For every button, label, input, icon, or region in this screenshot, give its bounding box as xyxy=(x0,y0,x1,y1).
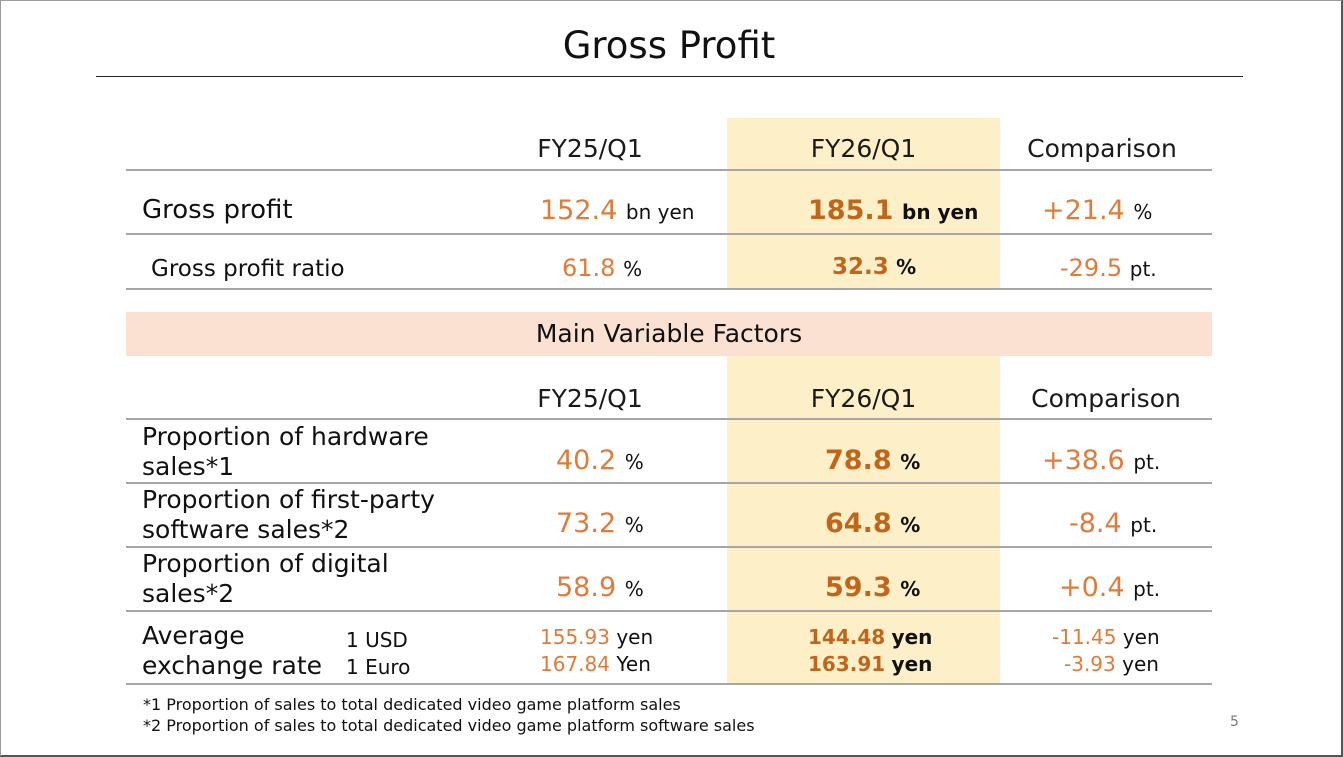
gross-profit-fy26-value: 185.1 xyxy=(808,195,894,226)
hardware-cmp-value: +38.6 xyxy=(1042,445,1125,476)
top-header-fy26: FY26/Q1 xyxy=(810,134,917,163)
first-party-fy26-unit: % xyxy=(900,513,921,537)
digital-fy26: 59.3 % xyxy=(825,572,920,603)
gross-profit-label: Gross profit xyxy=(142,195,293,225)
factors-header-fy25: FY25/Q1 xyxy=(537,384,643,413)
hardware-fy25-unit: % xyxy=(624,450,644,474)
gross-profit-cmp-unit: % xyxy=(1133,200,1153,224)
gross-profit-ratio-fy25: 61.8 % xyxy=(562,254,642,282)
gross-profit-fy25: 152.4 bn yen xyxy=(540,195,694,226)
usd-cmp-unit: yen xyxy=(1122,625,1160,649)
ratio-fy25-value: 61.8 xyxy=(562,254,616,282)
row-divider xyxy=(126,233,1212,235)
usd-fy25-value: 155.93 xyxy=(540,625,610,649)
usd-comparison: -11.45 yen xyxy=(1052,625,1160,649)
usd-fy25: 155.93 yen xyxy=(540,625,653,649)
digital-fy25: 58.9 % xyxy=(556,572,644,603)
first-party-fy25: 73.2 % xyxy=(556,508,644,539)
digital-fy25-unit: % xyxy=(624,577,644,601)
footnote-2: *2 Proportion of sales to total dedicate… xyxy=(143,716,755,735)
first-party-fy26-value: 64.8 xyxy=(825,508,892,539)
factors-table-bottom-rule xyxy=(126,683,1212,685)
digital-label-line2: sales*2 xyxy=(142,579,235,608)
first-party-fy25-unit: % xyxy=(624,513,644,537)
exchange-label-line1: Average xyxy=(142,621,245,650)
factors-table-rule xyxy=(126,418,1212,420)
fy26-highlight-factors xyxy=(727,356,1000,684)
euro-fy25-value: 167.84 xyxy=(540,652,610,676)
hardware-fy25-value: 40.2 xyxy=(556,445,617,476)
usd-fy26-value: 144.48 xyxy=(808,625,886,649)
top-table-bottom-rule xyxy=(126,288,1212,290)
section-band xyxy=(126,312,1212,356)
euro-fy26: 163.91 yen xyxy=(808,652,932,676)
first-party-label-line2: software sales*2 xyxy=(142,515,350,544)
ratio-cmp-value: -29.5 xyxy=(1060,254,1123,282)
top-header-fy25: FY25/Q1 xyxy=(537,134,643,163)
factors-header-comparison: Comparison xyxy=(1031,384,1181,413)
exchange-label-line2: exchange rate xyxy=(142,651,323,680)
digital-label-line1: Proportion of digital xyxy=(142,549,389,578)
gross-profit-fy26: 185.1 bn yen xyxy=(808,195,978,226)
hardware-fy25: 40.2 % xyxy=(556,445,644,476)
hardware-fy26: 78.8 % xyxy=(825,445,920,476)
euro-comparison: -3.93 yen xyxy=(1064,652,1159,676)
slide-title: Gross Profit xyxy=(562,24,776,67)
row-divider xyxy=(126,546,1212,548)
first-party-fy25-value: 73.2 xyxy=(556,508,617,539)
row-divider xyxy=(126,610,1212,612)
first-party-comparison: -8.4 pt. xyxy=(1069,508,1157,539)
first-party-fy26: 64.8 % xyxy=(825,508,920,539)
factors-header-fy26: FY26/Q1 xyxy=(810,384,917,413)
digital-fy26-value: 59.3 xyxy=(825,572,892,603)
euro-cmp-value: -3.93 xyxy=(1064,652,1116,676)
ratio-fy26-value: 32.3 xyxy=(832,254,889,280)
first-party-label-line1: Proportion of first-party xyxy=(142,485,435,514)
euro-label: 1 Euro xyxy=(346,655,411,679)
digital-comparison: +0.4 pt. xyxy=(1059,572,1160,603)
euro-fy26-value: 163.91 xyxy=(808,652,886,676)
gross-profit-cmp-value: +21.4 xyxy=(1042,195,1125,226)
title-underline xyxy=(96,76,1243,77)
euro-fy25-unit: Yen xyxy=(616,652,651,676)
usd-label: 1 USD xyxy=(346,628,408,652)
euro-fy26-unit: yen xyxy=(891,652,933,676)
hardware-comparison: +38.6 pt. xyxy=(1042,445,1160,476)
euro-fy25: 167.84 Yen xyxy=(540,652,651,676)
first-party-cmp-unit: pt. xyxy=(1130,513,1158,537)
usd-cmp-value: -11.45 xyxy=(1052,625,1117,649)
section-header: Main Variable Factors xyxy=(535,319,803,348)
footnote-1: *1 Proportion of sales to total dedicate… xyxy=(143,695,681,714)
gross-profit-fy25-unit: bn yen xyxy=(625,200,695,224)
ratio-fy26-unit: % xyxy=(896,255,917,279)
hardware-label-line1: Proportion of hardware xyxy=(142,422,429,451)
digital-cmp-value: +0.4 xyxy=(1059,572,1125,603)
gross-profit-fy25-value: 152.4 xyxy=(540,195,618,226)
gross-profit-fy26-unit: bn yen xyxy=(902,200,979,224)
row-divider xyxy=(126,482,1212,484)
hardware-cmp-unit: pt. xyxy=(1133,450,1161,474)
top-table-rule xyxy=(126,169,1212,171)
gross-profit-comparison: +21.4 % xyxy=(1042,195,1152,226)
hardware-fy26-value: 78.8 xyxy=(825,445,892,476)
fy26-highlight-top xyxy=(727,118,1000,290)
ratio-cmp-unit: pt. xyxy=(1129,257,1157,281)
gross-profit-ratio-label: Gross profit ratio xyxy=(151,256,345,282)
page-number: 5 xyxy=(1230,714,1239,730)
ratio-fy25-unit: % xyxy=(623,257,643,281)
euro-cmp-unit: yen xyxy=(1122,652,1159,676)
digital-cmp-unit: pt. xyxy=(1133,577,1161,601)
usd-fy26: 144.48 yen xyxy=(808,625,932,649)
digital-fy26-unit: % xyxy=(900,577,921,601)
top-header-comparison: Comparison xyxy=(1027,134,1177,163)
gross-profit-ratio-comparison: -29.5 pt. xyxy=(1060,254,1157,282)
hardware-label-line2: sales*1 xyxy=(142,452,235,481)
usd-fy25-unit: yen xyxy=(616,625,654,649)
usd-fy26-unit: yen xyxy=(891,625,933,649)
first-party-cmp-value: -8.4 xyxy=(1069,508,1122,539)
hardware-fy26-unit: % xyxy=(900,450,921,474)
digital-fy25-value: 58.9 xyxy=(556,572,617,603)
gross-profit-ratio-fy26: 32.3 % xyxy=(832,254,916,280)
